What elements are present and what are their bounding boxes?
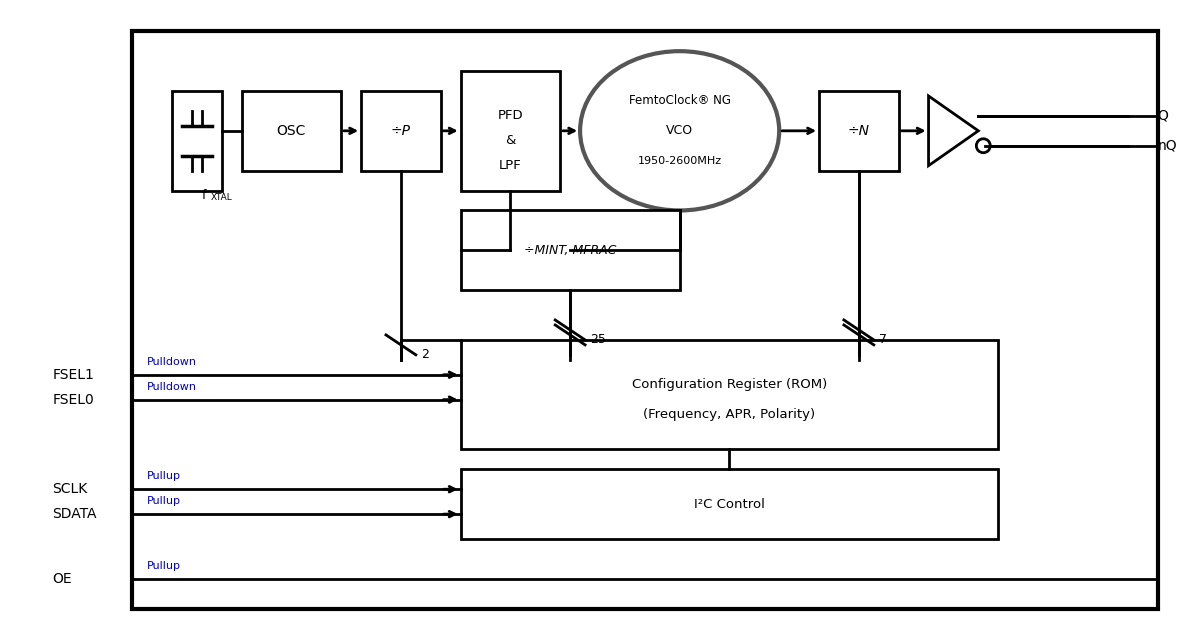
Text: Pullup: Pullup	[148, 561, 181, 571]
FancyBboxPatch shape	[461, 71, 560, 190]
Text: FSEL1: FSEL1	[53, 368, 95, 382]
Ellipse shape	[580, 51, 779, 210]
Text: SCLK: SCLK	[53, 482, 88, 496]
Text: Pulldown: Pulldown	[148, 382, 197, 392]
Text: PFD: PFD	[498, 110, 523, 122]
Text: ÷​MINT, MFRAC: ÷​MINT, MFRAC	[524, 244, 617, 257]
Text: LPF: LPF	[499, 159, 522, 172]
Text: 1950-2600MHz: 1950-2600MHz	[637, 156, 721, 166]
Text: OE: OE	[53, 572, 72, 586]
Text: Pullup: Pullup	[148, 496, 181, 506]
Text: Q: Q	[1158, 109, 1169, 123]
Text: ÷P: ÷P	[391, 124, 410, 138]
FancyBboxPatch shape	[461, 210, 679, 290]
FancyBboxPatch shape	[172, 91, 222, 190]
FancyBboxPatch shape	[820, 91, 899, 171]
Text: nQ: nQ	[1158, 139, 1177, 152]
Text: 7: 7	[878, 333, 887, 347]
Text: Configuration Register (ROM): Configuration Register (ROM)	[632, 378, 827, 391]
Text: FemtoClock® NG: FemtoClock® NG	[629, 94, 731, 108]
Text: OSC: OSC	[277, 124, 306, 138]
Text: f: f	[202, 189, 206, 202]
Text: &: &	[505, 134, 516, 147]
Text: ÷N: ÷N	[848, 124, 870, 138]
FancyBboxPatch shape	[461, 340, 998, 449]
Text: (Frequency, APR, Polarity): (Frequency, APR, Polarity)	[643, 408, 816, 421]
Text: I²C Control: I²C Control	[694, 498, 764, 511]
FancyBboxPatch shape	[361, 91, 440, 171]
FancyBboxPatch shape	[132, 32, 1158, 609]
Text: 2: 2	[421, 348, 428, 362]
FancyBboxPatch shape	[461, 469, 998, 539]
Text: Pulldown: Pulldown	[148, 357, 197, 367]
Text: Pullup: Pullup	[148, 471, 181, 481]
Text: SDATA: SDATA	[53, 507, 97, 521]
Text: FSEL0: FSEL0	[53, 392, 94, 406]
Text: 25: 25	[590, 333, 606, 347]
Text: VCO: VCO	[666, 124, 694, 137]
FancyBboxPatch shape	[241, 91, 341, 171]
Text: XTAL: XTAL	[211, 193, 233, 202]
